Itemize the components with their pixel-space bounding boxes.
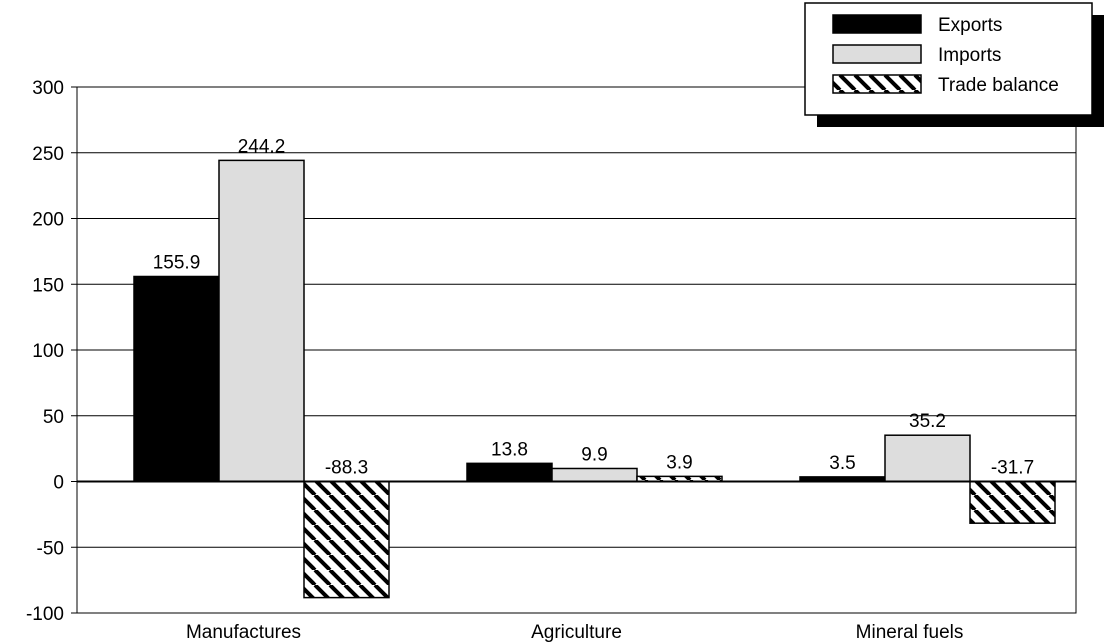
legend-label: Exports — [938, 15, 1002, 36]
legend-label: Imports — [938, 45, 1001, 66]
y-tick-label: 50 — [43, 407, 64, 428]
bar-trade-balance — [303, 480, 390, 599]
bar-exports — [133, 275, 220, 483]
x-category-label: Mineral fuels — [856, 622, 964, 643]
x-category-label: Agriculture — [531, 622, 622, 643]
bar-imports — [884, 434, 971, 483]
y-tick-label: 200 — [32, 210, 64, 231]
y-tick-label: -50 — [37, 538, 64, 559]
data-label: 35.2 — [909, 411, 946, 432]
bar-imports — [551, 467, 638, 483]
x-category-label: Manufactures — [186, 622, 301, 643]
bar-trade-balance — [969, 480, 1056, 524]
bar-exports — [466, 462, 553, 483]
data-label: -31.7 — [991, 458, 1034, 479]
y-tick-label: 150 — [32, 275, 64, 296]
y-axis-tick-labels: -100 -50 0 50 100 150 200 250 300 — [26, 78, 64, 625]
x-axis-category-labels: Manufactures Agriculture Mineral fuels — [186, 622, 963, 643]
y-tick-label: -100 — [26, 604, 64, 625]
data-label: 13.8 — [491, 439, 528, 460]
data-label: 3.5 — [829, 453, 855, 474]
data-label: 244.2 — [238, 136, 286, 157]
legend-swatch-trade-balance — [832, 74, 922, 94]
data-labels: 155.9 244.2 -88.3 13.8 9.9 3.9 3.5 35.2 -31.7 — [153, 136, 1034, 478]
y-tick-label: 0 — [53, 473, 64, 494]
legend-swatch-imports — [832, 44, 922, 64]
bar-imports — [218, 159, 305, 483]
data-label: 9.9 — [581, 444, 607, 465]
y-tick-label: 100 — [32, 341, 64, 362]
legend-swatch-exports — [832, 14, 922, 34]
legend: Exports Imports Trade balance — [804, 2, 1104, 127]
data-label: 3.9 — [666, 452, 692, 473]
bars — [133, 159, 1056, 599]
data-label: -88.3 — [325, 458, 368, 479]
data-label: 155.9 — [153, 252, 201, 273]
legend-label: Trade balance — [938, 75, 1059, 96]
y-tick-label: 250 — [32, 144, 64, 165]
y-tick-label: 300 — [32, 78, 64, 99]
